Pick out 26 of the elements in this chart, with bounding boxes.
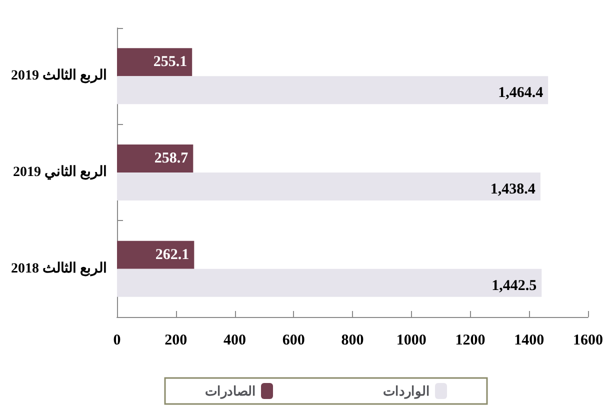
x-tick-label: 600 <box>282 332 305 348</box>
bar <box>117 76 548 104</box>
legend-label: الصادرات <box>205 384 256 400</box>
bar <box>117 48 192 76</box>
x-tick-label: 0 <box>113 332 121 348</box>
x-tick-label: 200 <box>164 332 188 348</box>
y-tick-label: الربع الثالث 2019 <box>11 68 107 84</box>
x-tick-label: 1600 <box>573 332 603 348</box>
y-tick-label: الربع الثالث 2018 <box>11 261 107 276</box>
legend-label: الواردات <box>383 384 430 400</box>
data-label: 255.1 <box>153 54 188 70</box>
data-label: 1,438.4 <box>490 182 536 198</box>
bar <box>117 240 194 269</box>
data-label: 1,442.5 <box>492 278 537 294</box>
bar <box>117 268 542 297</box>
x-tick-label: 1200 <box>455 332 486 348</box>
data-label: 1,464.4 <box>498 85 544 102</box>
data-label: 258.7 <box>154 150 189 166</box>
bar <box>117 172 540 200</box>
x-tick-label: 1400 <box>514 332 544 348</box>
bar <box>117 144 194 172</box>
y-tick-label: الربع الثاني 2019 <box>13 165 107 180</box>
data-label: 262.1 <box>155 246 190 263</box>
x-tick-label: 400 <box>224 332 246 348</box>
x-tick-label: 800 <box>341 332 364 348</box>
x-tick-label: 1000 <box>396 332 426 348</box>
